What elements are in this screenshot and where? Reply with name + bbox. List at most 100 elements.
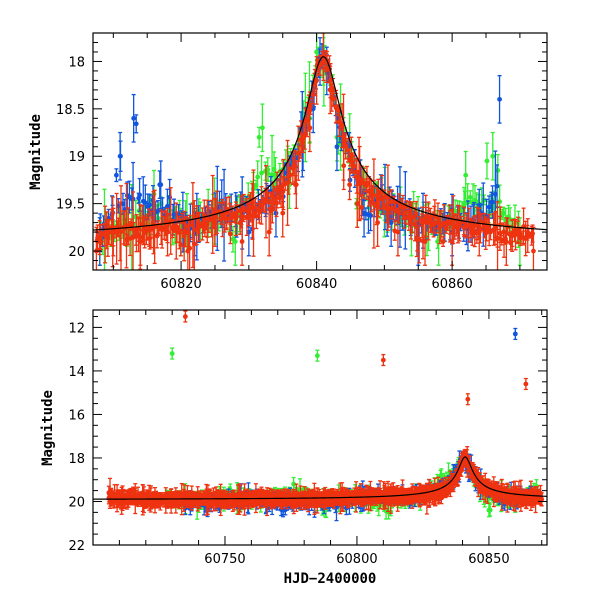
series-point-blue bbox=[497, 75, 502, 124]
data-point-red bbox=[359, 195, 365, 220]
series-point-red bbox=[439, 489, 444, 505]
series-point-green bbox=[463, 150, 469, 200]
panel-zoomed-light-curve: 60820 60840 60860 18 18.5 19 19.5 20 bbox=[56, 32, 548, 292]
data-point-green bbox=[255, 160, 261, 194]
data-point-red bbox=[118, 185, 124, 270]
data-point-red bbox=[364, 165, 370, 201]
outlier-point-blue bbox=[512, 327, 518, 341]
x-tick-label: 60800 bbox=[336, 552, 377, 567]
series-point-red bbox=[481, 481, 487, 496]
outlier-point-red bbox=[465, 393, 471, 406]
model-curve bbox=[93, 56, 547, 231]
data-point-red bbox=[227, 223, 233, 245]
data-point-red bbox=[177, 218, 183, 243]
data-point-red bbox=[106, 219, 112, 246]
series-point-red bbox=[417, 492, 423, 507]
x-tick-label: 60860 bbox=[431, 277, 472, 292]
outlier-point-red bbox=[182, 310, 188, 323]
data-point-blue bbox=[113, 168, 119, 183]
data-point-red bbox=[409, 201, 415, 234]
data-point-red bbox=[251, 169, 256, 257]
outlier-point-red bbox=[523, 377, 529, 391]
outlier-point-red bbox=[380, 353, 386, 367]
series-point-red bbox=[165, 207, 170, 257]
data-point-blue bbox=[137, 177, 143, 212]
series-point-red bbox=[110, 207, 116, 257]
data-point-red bbox=[253, 203, 259, 230]
y-axis-label-bottom: Magnitude bbox=[40, 390, 56, 466]
y-tick-label: 18 bbox=[68, 55, 85, 70]
x-tick-label: 60840 bbox=[296, 277, 337, 292]
series-point-red bbox=[476, 207, 482, 257]
model-curve bbox=[93, 456, 547, 500]
series-point-red bbox=[307, 103, 313, 153]
series-point-red bbox=[327, 65, 333, 115]
series-point-red bbox=[375, 198, 380, 247]
data-point-green bbox=[265, 165, 271, 182]
series-point-green bbox=[490, 131, 496, 181]
x-tick-label: 60820 bbox=[160, 277, 201, 292]
plot-frame bbox=[92, 309, 548, 546]
series-point-green bbox=[260, 103, 265, 153]
series-point-red bbox=[266, 207, 272, 257]
data-point-red bbox=[179, 212, 185, 231]
series-point-red bbox=[341, 141, 347, 191]
data-point-red bbox=[351, 154, 357, 178]
y-tick-label: 20 bbox=[68, 495, 85, 510]
series-point-red bbox=[293, 160, 299, 210]
data-point-red bbox=[178, 232, 184, 257]
data-point-red bbox=[484, 218, 489, 242]
data-point-red bbox=[347, 169, 353, 201]
x-axis-label: HJD−2400000 bbox=[284, 571, 377, 587]
series-point-blue bbox=[158, 160, 164, 210]
data-point-red bbox=[343, 132, 349, 160]
series-point-red bbox=[395, 207, 401, 257]
series-point-red bbox=[280, 188, 286, 238]
series-point-red bbox=[185, 226, 191, 270]
series-point-blue bbox=[117, 131, 123, 181]
series-point-red bbox=[314, 56, 320, 105]
data-point-green bbox=[500, 206, 506, 219]
data-point-green bbox=[495, 153, 501, 187]
y-axis-label-top: Magnitude bbox=[28, 114, 44, 190]
data-point-red bbox=[263, 165, 269, 239]
x-tick-label: 60850 bbox=[468, 552, 509, 567]
y-tick-label: 18 bbox=[68, 452, 85, 467]
data-point-red bbox=[495, 201, 500, 270]
data-point-red bbox=[206, 207, 212, 234]
data-point-green bbox=[467, 190, 473, 205]
data-point-red bbox=[102, 223, 108, 247]
panel-full-light-curve: 60750 60800 60850 12 14 16 18 20 22 bbox=[68, 309, 548, 567]
y-tick-label: 19.5 bbox=[56, 198, 85, 213]
data-point-red bbox=[339, 103, 345, 149]
series-point-blue bbox=[131, 93, 137, 143]
data-point-red bbox=[128, 218, 134, 231]
series-point-red bbox=[531, 226, 536, 270]
y-tick-label: 22 bbox=[68, 539, 85, 554]
data-layer bbox=[93, 33, 547, 270]
y-tick-label: 12 bbox=[68, 321, 85, 336]
plot-frame bbox=[92, 32, 548, 271]
series-point-red bbox=[212, 198, 218, 247]
y-tick-label: 18.5 bbox=[56, 103, 85, 118]
data-point-red bbox=[416, 215, 422, 264]
data-layer bbox=[93, 310, 547, 522]
y-tick-label: 14 bbox=[68, 365, 85, 380]
data-point-red bbox=[196, 211, 202, 242]
series-point-red bbox=[539, 492, 545, 507]
series-point-blue bbox=[334, 122, 340, 172]
outlier-point-green bbox=[169, 347, 175, 360]
series-point-red bbox=[138, 217, 143, 266]
data-point-blue bbox=[133, 114, 139, 134]
y-tick-label: 16 bbox=[68, 408, 85, 423]
y-tick-label: 19 bbox=[68, 150, 85, 165]
x-tick-label: 60750 bbox=[204, 552, 245, 567]
series-point-red bbox=[354, 179, 360, 228]
data-point-green bbox=[484, 142, 490, 180]
data-point-red bbox=[371, 179, 377, 211]
y-tick-label: 20 bbox=[68, 245, 85, 260]
series-point-red bbox=[227, 494, 233, 509]
series-point-red bbox=[449, 217, 455, 266]
series-point-red bbox=[422, 217, 428, 266]
